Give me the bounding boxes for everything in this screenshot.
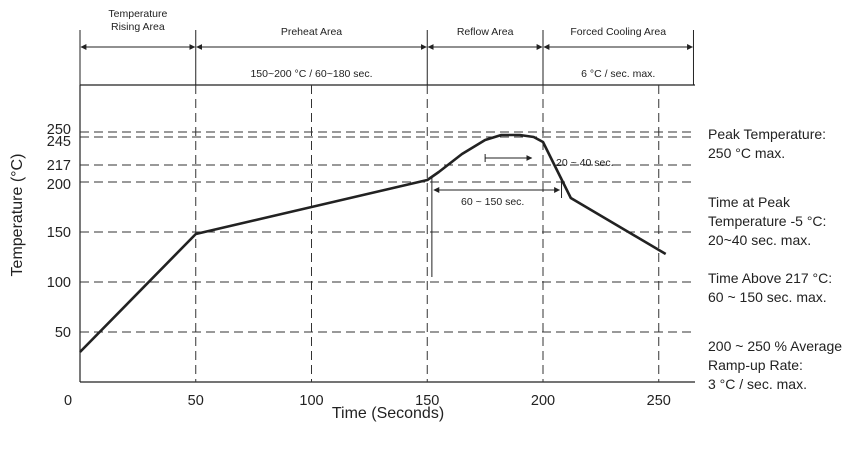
zone-note-1: 150~200 °C / 60~180 sec.	[250, 68, 372, 80]
y-tick-label-50: 50	[55, 325, 71, 341]
x-tick-label-100: 100	[299, 393, 323, 409]
y-tick-label-217: 217	[47, 158, 71, 174]
x-axis-title: Time (Seconds)	[332, 405, 444, 422]
x-tick-labels: 0 50 100 150 200 250	[64, 393, 671, 409]
temperature-profile-line	[79, 133, 667, 353]
x-tick-label-200: 200	[531, 393, 555, 409]
grid-lines	[80, 85, 695, 382]
peak-time-label: 20 ~ 40 sec.	[556, 157, 614, 169]
side-note-3-line-2: 3 °C / sec. max.	[708, 376, 807, 392]
side-note-3-line-0: 200 ~ 250 % Average	[708, 338, 842, 354]
zone-label-2: Reflow Area	[457, 26, 514, 38]
x-tick-label-250: 250	[647, 393, 671, 409]
side-note-2-line-1: 60 ~ 150 sec. max.	[708, 289, 827, 305]
y-tick-label-150: 150	[47, 225, 71, 241]
y-tick-label-245: 245	[47, 134, 71, 150]
y-tick-label-200: 200	[47, 177, 71, 193]
plot-frame	[79, 84, 695, 383]
side-note-2-line-0: Time Above 217 °C:	[708, 270, 832, 286]
zone-label-3: Forced Cooling Area	[570, 26, 666, 38]
y-tick-label-250: 250	[47, 122, 71, 138]
side-note-0-line-0: Peak Temperature:	[708, 126, 826, 142]
x-tick-label-50: 50	[188, 393, 204, 409]
annotations: 20 ~ 40 sec. 60 ~ 150 sec.	[431, 154, 614, 277]
data-series	[79, 133, 667, 353]
zone-label-0-line2: Rising Area	[111, 21, 165, 33]
zone-label-1: Preheat Area	[281, 26, 342, 38]
x-tick-label-150: 150	[415, 393, 439, 409]
above-217-label: 60 ~ 150 sec.	[461, 196, 524, 208]
side-note-1-line-1: Temperature -5 °C:	[708, 213, 826, 229]
side-note-3-line-1: Ramp-up Rate:	[708, 357, 803, 373]
x-tick-label-0: 0	[64, 393, 72, 409]
zone-note-3: 6 °C / sec. max.	[581, 68, 655, 80]
side-note-0-line-1: 250 °C max.	[708, 145, 785, 161]
y-axis-title: Temperature (°C)	[9, 154, 26, 277]
zone-label-0: Temperature	[108, 8, 167, 20]
side-note-1-line-2: 20~40 sec. max.	[708, 232, 811, 248]
side-notes: Peak Temperature: 250 °C max. Time at Peak…	[708, 126, 842, 392]
y-tick-label-100: 100	[47, 275, 71, 291]
side-note-1-line-0: Time at Peak	[708, 194, 791, 210]
